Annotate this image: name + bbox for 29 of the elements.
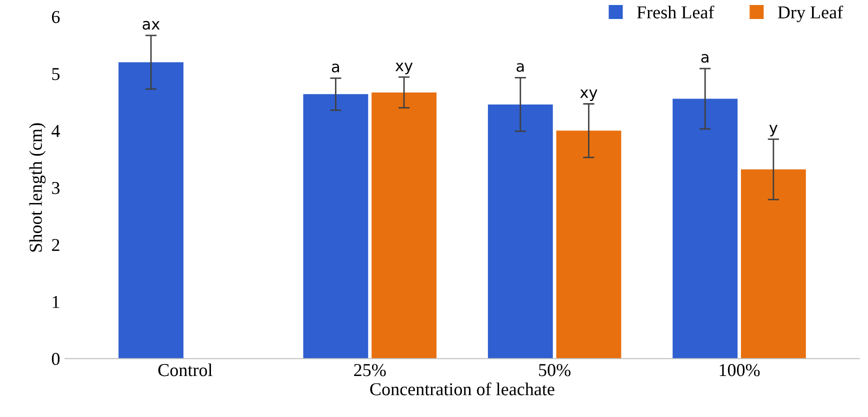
x-tick-label: 50% bbox=[539, 364, 570, 376]
data-label: xy bbox=[580, 89, 598, 102]
bar bbox=[118, 62, 184, 359]
x-tick-label: 100% bbox=[720, 364, 760, 376]
y-tick-label: 1 bbox=[52, 296, 60, 308]
x-axis-title: Concentration of leachate bbox=[370, 382, 554, 396]
data-label: a bbox=[516, 63, 524, 72]
bar bbox=[740, 169, 806, 359]
y-tick-label: 3 bbox=[52, 182, 60, 194]
y-tick-label: 6 bbox=[52, 10, 60, 24]
data-label: a bbox=[701, 54, 708, 63]
y-tick-label: 0 bbox=[52, 352, 60, 366]
y-axis-title: Shoot length (cm) bbox=[29, 123, 46, 252]
bar bbox=[303, 94, 368, 359]
data-label: y bbox=[769, 124, 778, 136]
data-label: ax bbox=[142, 20, 160, 30]
legend-label: Dry Leaf bbox=[778, 6, 844, 22]
legend-label: Fresh Leaf bbox=[637, 6, 714, 18]
bar bbox=[672, 98, 738, 359]
x-tick-label: 25% bbox=[354, 364, 386, 376]
y-tick-label: 5 bbox=[52, 68, 60, 80]
data-label: a bbox=[332, 64, 339, 72]
bar bbox=[372, 92, 436, 359]
x-tick-label: Control bbox=[158, 363, 212, 376]
bar bbox=[556, 130, 622, 359]
y-tick-label: 2 bbox=[52, 238, 60, 251]
data-label: xy bbox=[395, 62, 413, 74]
bar bbox=[488, 104, 553, 359]
y-tick-label: 4 bbox=[52, 125, 60, 137]
